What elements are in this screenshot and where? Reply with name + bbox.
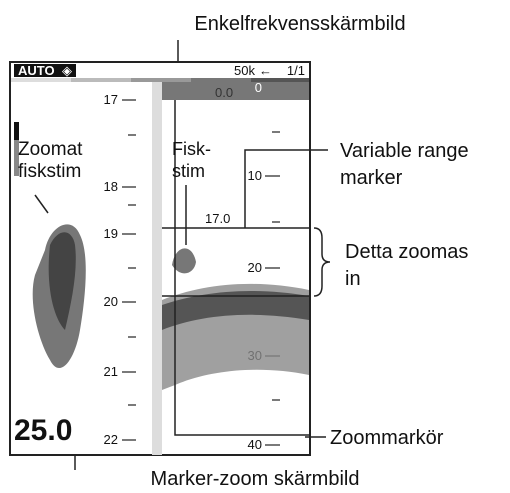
surface-band (162, 82, 309, 100)
zoom-scale-label: 21 (104, 364, 118, 379)
callout-label: Zoommarkör (330, 427, 444, 449)
color-bar (191, 78, 251, 82)
mode-label: AUTO (18, 63, 55, 78)
callout-label: Detta zoomas in (345, 241, 474, 290)
range-scale-label: 10 (248, 168, 262, 183)
color-bar (71, 78, 131, 82)
zoom-scale-label: 17 (104, 92, 118, 107)
range-scale-label: 40 (248, 437, 262, 452)
range-scale-label: 0 (255, 80, 262, 95)
text-line: Zoomat (18, 139, 83, 160)
text-line: marker (340, 167, 403, 189)
diagram: Enkelfrekvensskärmbild AUTO ◈ 50k ← 1/1 … (0, 0, 510, 493)
text-line: in (345, 268, 361, 290)
text-line: Detta zoomas (345, 241, 468, 263)
zoom-scale-label: 18 (104, 179, 118, 194)
brace (314, 228, 330, 296)
text-line: Fisk- (172, 139, 211, 159)
zoom-scale-label: 22 (104, 432, 118, 447)
marker-readout: 17.0 (205, 211, 230, 226)
callout-label: Variable range marker (340, 140, 474, 189)
callout-label: Marker-zoom skärmbild (151, 468, 360, 490)
arrow-icon: ← (259, 63, 272, 78)
page: 1/1 (287, 63, 305, 78)
zoom-scale-label: 20 (104, 294, 118, 309)
text-line: stim (172, 161, 205, 181)
top-readout: 0.0 (215, 85, 233, 100)
zoom-depth: 25.0 (14, 414, 72, 447)
title: Enkelfrekvensskärmbild (194, 13, 405, 35)
text-line: Variable range (340, 140, 469, 162)
divider (152, 82, 162, 455)
frequency: 50k (234, 63, 255, 78)
level-mark (14, 122, 19, 140)
color-bar (11, 78, 71, 82)
text-line: fiskstim (18, 161, 81, 182)
zoomed-fish-label: Zoomat fiskstim (18, 139, 88, 182)
color-bar (131, 78, 191, 82)
zoom-scale-label: 19 (104, 226, 118, 241)
range-scale-label: 20 (248, 260, 262, 275)
mode-icon: ◈ (62, 63, 72, 78)
